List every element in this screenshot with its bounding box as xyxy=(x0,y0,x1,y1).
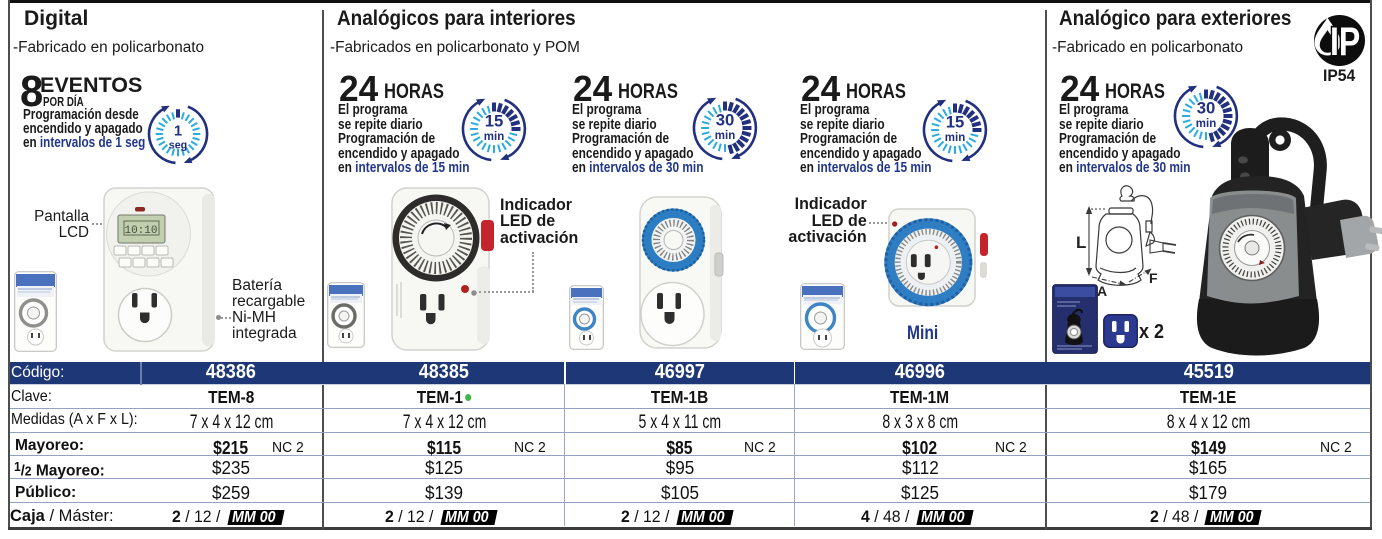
svg-text:A: A xyxy=(1097,283,1107,299)
svg-text:30: 30 xyxy=(716,111,735,130)
svg-text:min: min xyxy=(1196,118,1216,130)
svg-text:F: F xyxy=(1149,270,1158,286)
svg-text:min: min xyxy=(715,130,735,142)
svg-text:30: 30 xyxy=(1197,99,1216,118)
svg-text:15: 15 xyxy=(946,113,965,132)
svg-text:min: min xyxy=(484,131,504,143)
svg-text:IP: IP xyxy=(1330,19,1360,64)
svg-text:seg: seg xyxy=(169,140,187,152)
svg-text:10:10: 10:10 xyxy=(124,225,157,237)
svg-text:min: min xyxy=(945,132,965,144)
svg-text:15: 15 xyxy=(485,112,504,131)
svg-text:L: L xyxy=(1076,233,1086,252)
svg-text:1: 1 xyxy=(174,124,182,140)
